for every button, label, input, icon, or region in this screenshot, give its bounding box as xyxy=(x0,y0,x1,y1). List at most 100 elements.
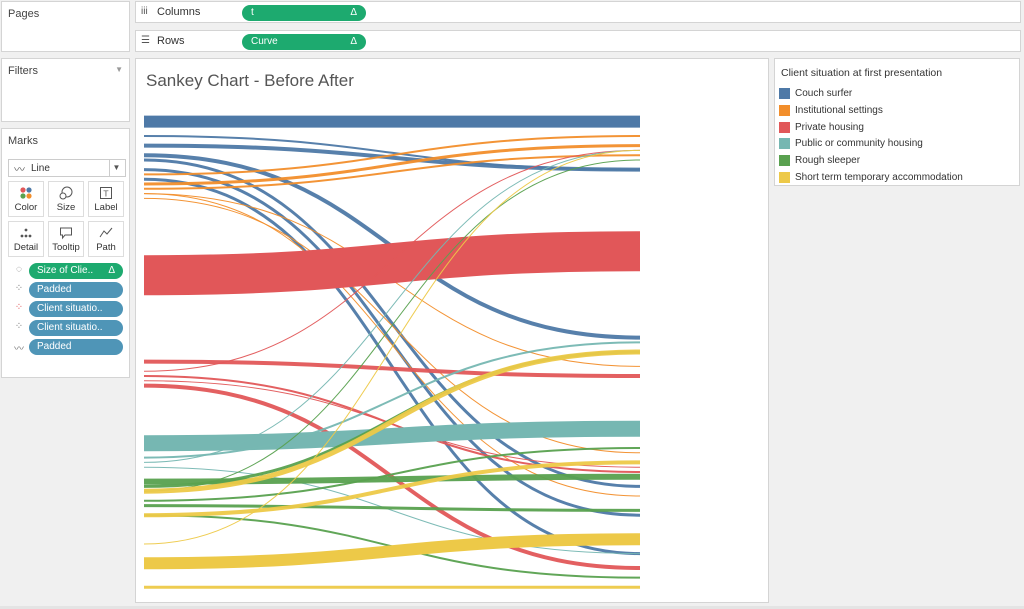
sankey-flow[interactable] xyxy=(143,460,641,518)
legend-label: Couch surfer xyxy=(795,88,853,99)
sankey-flow[interactable] xyxy=(143,135,641,176)
line-icon: 〰 xyxy=(14,164,25,176)
legend-item[interactable]: Couch surfer xyxy=(779,87,1015,101)
path-pill[interactable]: Padded xyxy=(29,339,123,355)
sankey-flow[interactable] xyxy=(143,533,641,570)
mark-pill-row: 〰 Padded xyxy=(12,339,124,355)
sankey-flow[interactable] xyxy=(143,473,641,485)
mark-pill-row: ◌ Size of Clie.. Δ xyxy=(12,263,124,279)
columns-pill-label: t xyxy=(251,7,254,18)
label-button[interactable]: T Label xyxy=(88,181,124,217)
size-icon: ◌ xyxy=(16,264,22,275)
legend-swatch xyxy=(779,172,790,183)
mark-pill-row: ⁘ Client situatio.. xyxy=(12,301,124,317)
svg-text:T: T xyxy=(103,190,109,199)
legend-swatch xyxy=(779,104,790,116)
size-button[interactable]: Size xyxy=(48,181,84,217)
detail-icon: ⁘ xyxy=(14,321,24,332)
sankey-flow[interactable] xyxy=(143,144,641,186)
sankey-flow[interactable] xyxy=(143,149,641,545)
sankey-flow[interactable] xyxy=(143,231,641,296)
label-icon: T xyxy=(89,186,123,200)
path-icon: 〰 xyxy=(14,344,24,355)
rows-pill-label: Curve xyxy=(251,36,278,47)
sankey-flow[interactable] xyxy=(143,447,641,502)
pages-card[interactable]: Pages xyxy=(1,1,130,52)
legend-item[interactable]: Rough sleeper xyxy=(779,154,1015,168)
status-bar xyxy=(0,606,1024,609)
detail-button[interactable]: Detail xyxy=(8,221,44,257)
color-legend[interactable]: Client situation at first presentation C… xyxy=(774,58,1020,186)
sankey-flow[interactable] xyxy=(143,349,641,494)
mark-type-label: Line xyxy=(31,163,50,174)
sankey-flow[interactable] xyxy=(143,143,641,172)
delta-icon: Δ xyxy=(350,36,357,47)
chevron-down-icon[interactable]: ▼ xyxy=(115,65,123,74)
marks-title: Marks xyxy=(8,135,38,147)
path-button[interactable]: Path xyxy=(88,221,124,257)
rows-shelf[interactable]: ☰ Rows Curve Δ xyxy=(135,30,1021,52)
pill-label: Client situatio.. xyxy=(37,303,103,314)
legend-swatch xyxy=(779,155,790,167)
sankey-flow[interactable] xyxy=(143,168,641,517)
pill-label: Padded xyxy=(37,284,72,295)
legend-item[interactable]: Short term temporary accommodation xyxy=(779,171,1015,185)
viz-area[interactable]: Sankey Chart - Before After xyxy=(135,58,769,603)
sankey-flow[interactable] xyxy=(143,158,641,488)
mark-pill-row: ⁘ Padded xyxy=(12,282,124,298)
path-button-label: Path xyxy=(96,242,116,253)
columns-pill[interactable]: t Δ xyxy=(242,5,366,21)
sankey-chart[interactable] xyxy=(136,59,768,602)
size-icon xyxy=(49,186,83,200)
legend-title: Client situation at first presentation xyxy=(781,67,943,79)
sankey-flow[interactable] xyxy=(143,154,641,190)
legend-item[interactable]: Private housing xyxy=(779,121,1015,135)
sankey-flow[interactable] xyxy=(143,466,641,555)
sankey-flow[interactable] xyxy=(143,504,641,512)
detail-button-label: Detail xyxy=(13,242,39,253)
detail-icon: ⁘ xyxy=(14,283,24,294)
delta-icon: Δ xyxy=(350,7,357,18)
detail-pill[interactable]: Padded xyxy=(29,282,123,298)
chart-title: Sankey Chart - Before After xyxy=(146,71,354,90)
color-pill[interactable]: Client situatio.. xyxy=(29,301,123,317)
sankey-flow[interactable] xyxy=(143,149,641,463)
legend-swatch xyxy=(779,88,790,99)
sankey-flow[interactable] xyxy=(143,359,641,378)
sankey-flow[interactable] xyxy=(143,177,641,556)
legend-label: Private housing xyxy=(795,121,864,133)
color-icon: ⁘ xyxy=(14,302,24,313)
pill-label: Client situatio.. xyxy=(37,322,103,333)
legend-item[interactable]: Public or community housing xyxy=(779,137,1015,151)
legend-label: Rough sleeper xyxy=(795,155,861,167)
tooltip-button[interactable]: Tooltip xyxy=(48,221,84,257)
chevron-down-icon: ▼ xyxy=(109,160,123,176)
size-pill[interactable]: Size of Clie.. Δ xyxy=(29,263,123,279)
sankey-flow[interactable] xyxy=(143,149,641,372)
filters-title: Filters xyxy=(8,65,38,77)
detail-icon xyxy=(9,226,43,240)
pages-title: Pages xyxy=(8,8,40,20)
legend-label: Short term temporary accommodation xyxy=(795,172,963,183)
mark-type-dropdown[interactable]: 〰 Line ▼ xyxy=(8,159,126,177)
legend-label: Public or community housing xyxy=(795,138,923,150)
pill-label: Padded xyxy=(37,341,72,352)
detail-pill[interactable]: Client situatio.. xyxy=(29,320,123,336)
color-button[interactable]: Color xyxy=(8,181,44,217)
columns-shelf[interactable]: iii Columns t Δ xyxy=(135,1,1021,23)
color-button-label: Color xyxy=(14,202,38,213)
legend-item[interactable]: Institutional settings xyxy=(779,104,1015,118)
columns-icon: iii xyxy=(141,6,148,17)
tooltip-icon xyxy=(49,226,83,240)
sankey-flow[interactable] xyxy=(143,341,641,459)
tooltip-button-label: Tooltip xyxy=(52,242,80,253)
rows-pill[interactable]: Curve Δ xyxy=(242,34,366,50)
marks-card: Marks 〰 Line ▼ Color Size T Label Detail… xyxy=(1,128,130,378)
sankey-flow[interactable] xyxy=(143,159,641,492)
sankey-flow[interactable] xyxy=(143,420,641,452)
legend-swatch xyxy=(779,138,790,150)
columns-label: Columns xyxy=(157,6,201,18)
label-button-label: Label xyxy=(94,202,118,213)
filters-card[interactable]: Filters ▼ xyxy=(1,58,130,122)
rows-icon: ☰ xyxy=(141,35,150,46)
